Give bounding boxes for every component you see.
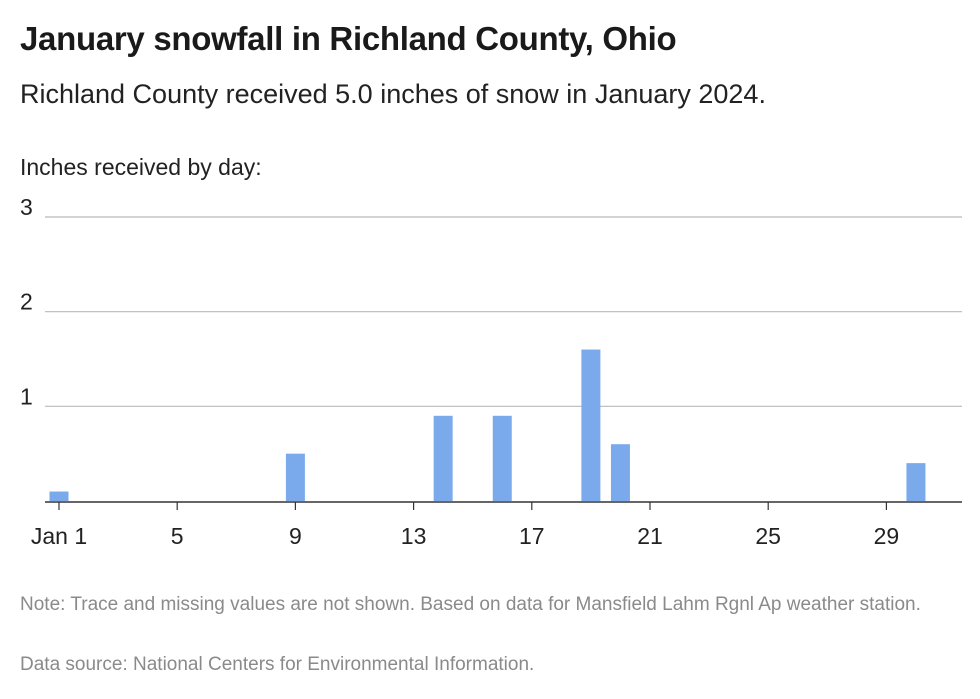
snowfall-bar-chart: 1 2 3 Jan 1 5 9 13 17 21 25 29 [20,195,962,549]
x-tick-label: 13 [401,523,427,549]
chart-note: Note: Trace and missing values are not s… [20,594,921,615]
x-tick-label: 9 [289,523,302,549]
bar-day-16 [492,415,512,501]
x-tick-label: Jan 1 [31,523,87,549]
x-tick-label: 29 [874,523,900,549]
x-tick-label: 5 [171,523,184,549]
y-tick-label: 2 [20,289,33,315]
x-tick-label: 25 [755,523,781,549]
y-axis-label: Inches received by day: [20,154,262,180]
bar-day-30 [906,463,926,501]
x-tick-label: 21 [637,523,663,549]
x-tick-label: 17 [519,523,545,549]
bar-day-14 [433,415,453,501]
bar-day-1 [49,491,69,501]
y-tick-label: 1 [20,383,33,409]
chart-subtitle: Richland County received 5.0 inches of s… [20,79,766,109]
data-source: Data source: National Centers for Enviro… [20,654,535,675]
bar-day-20 [610,444,630,501]
bar-day-9 [285,453,305,501]
y-tick-label: 3 [20,195,33,220]
bar-day-19 [581,349,601,501]
chart-title: January snowfall in Richland County, Ohi… [20,20,677,57]
